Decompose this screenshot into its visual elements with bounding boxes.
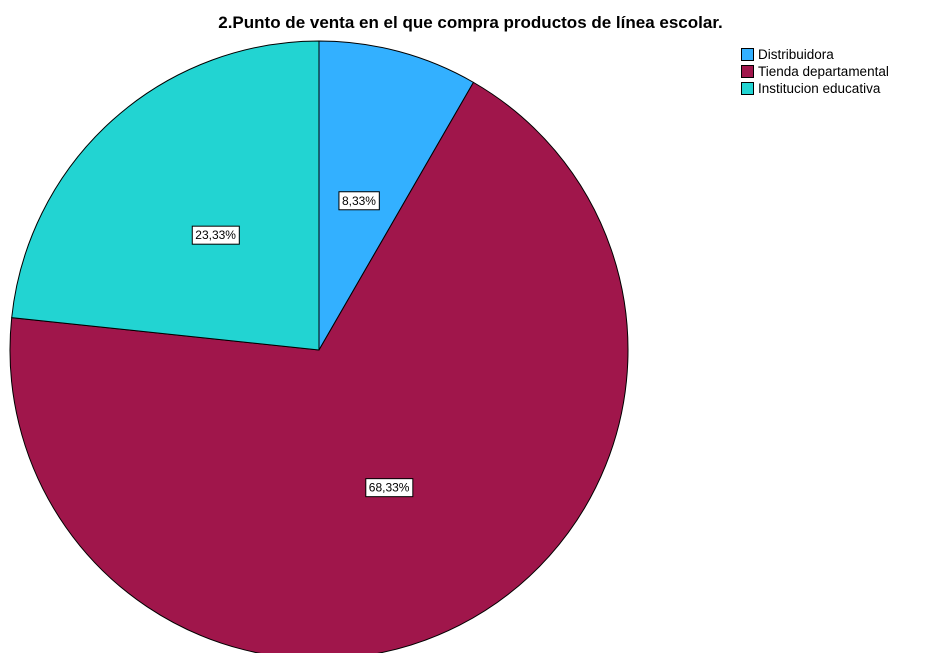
legend-swatch: [741, 48, 754, 61]
legend-label: Institucion educativa: [758, 81, 881, 96]
data-label-box: [365, 478, 414, 498]
data-label-text: 68,33%: [369, 481, 410, 495]
data-label-text: 8,33%: [342, 194, 376, 208]
legend-label: Distribuidora: [758, 47, 834, 62]
pie-slice-institucion-educativa: [11, 40, 320, 351]
legend: Distribuidora Tienda departamental Institu…: [741, 46, 889, 97]
data-label: 23,33%: [191, 225, 240, 245]
legend-item: Tienda departamental: [741, 63, 889, 80]
legend-label: Tienda departamental: [758, 64, 889, 79]
chart-title: 2.Punto de venta en el que compra produc…: [218, 13, 723, 32]
legend-item: Distribuidora: [741, 46, 889, 63]
legend-swatch: [741, 82, 754, 95]
data-label-box: [338, 191, 380, 211]
data-label: 68,33%: [365, 478, 414, 498]
pie-slice-distribuidora: [318, 40, 475, 352]
data-label-text: 23,33%: [195, 228, 236, 242]
data-label: 8,33%: [338, 191, 380, 211]
legend-swatch: [741, 65, 754, 78]
legend-item: Institucion educativa: [741, 80, 889, 97]
data-label-box: [191, 225, 240, 245]
pie-slice-tienda-departamental: [9, 81, 629, 653]
